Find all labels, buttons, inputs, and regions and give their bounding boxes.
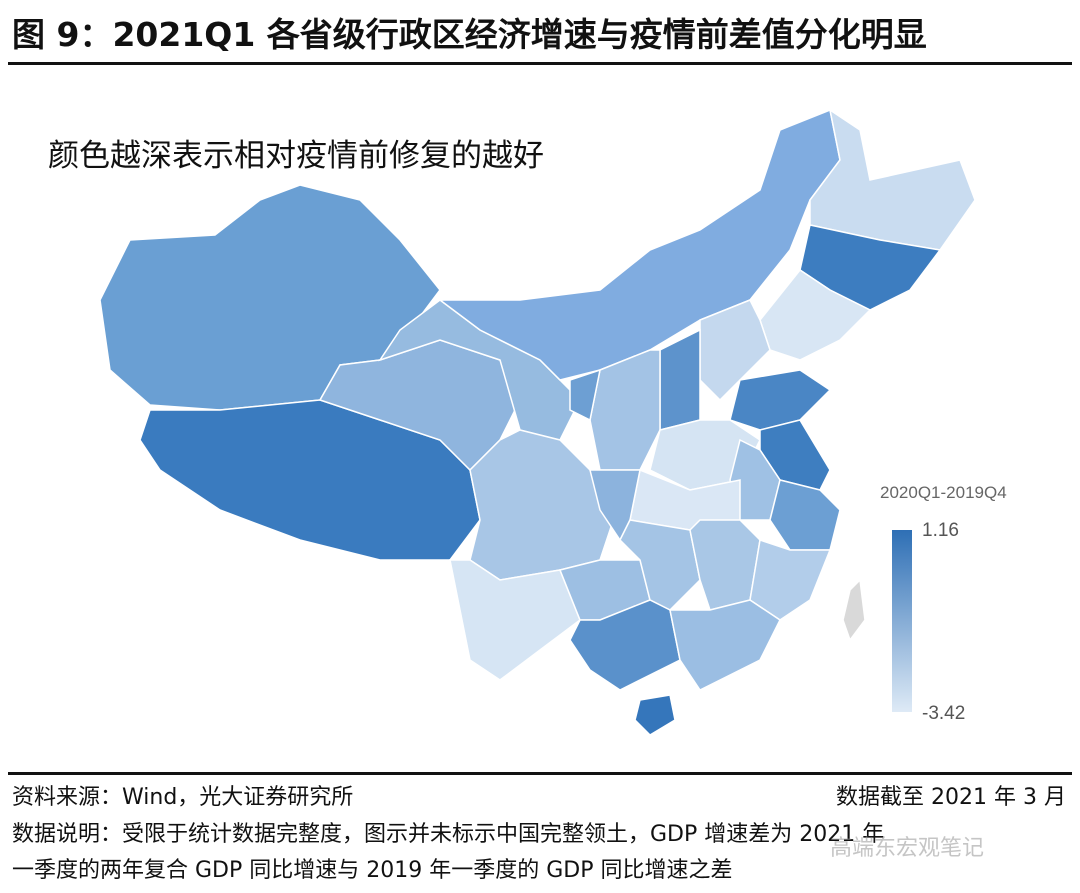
- region-sichuan: [469, 429, 621, 581]
- divider: [8, 772, 1072, 775]
- region-guangdong: [669, 599, 781, 691]
- figure-title: 图 9：2021Q1 各省级行政区经济增速与疫情前差值分化明显: [12, 15, 927, 54]
- map-subtitle: 颜色越深表示相对疫情前修复的越好: [48, 138, 544, 174]
- legend-max: 1.16: [922, 520, 959, 541]
- region-hainan: [634, 694, 676, 736]
- legend-min: -3.42: [922, 703, 966, 724]
- region-shaanxi: [589, 349, 661, 471]
- region-ningxia: [569, 368, 601, 422]
- region-yunnan: [449, 559, 581, 681]
- region-hebei: [699, 299, 771, 402]
- region-zhejiang: [769, 479, 841, 551]
- region-shandong: [729, 369, 832, 431]
- watermark: 高端东宏观笔记: [830, 836, 985, 861]
- color-scale-bar: [892, 530, 912, 712]
- region-xinjiang: [99, 184, 441, 411]
- divider: [8, 62, 1072, 65]
- date-note: 数据截至 2021 年 3 月: [836, 785, 1066, 810]
- region-shanxi: [659, 328, 701, 431]
- region-jiangxi: [689, 519, 761, 611]
- region-heilongjiang: [809, 108, 976, 251]
- legend-title: 2020Q1-2019Q4: [880, 483, 1007, 502]
- data-note-line2: 一季度的两年复合 GDP 同比增速与 2019 年一季度的 GDP 同比增速之差: [12, 858, 733, 883]
- region-taiwan: [842, 578, 866, 642]
- data-note-line1: 数据说明：受限于统计数据完整度，图示并未标示中国完整领土，GDP 增速差为 20…: [12, 822, 885, 847]
- source-note: 资料来源：Wind，光大证券研究所: [12, 785, 354, 810]
